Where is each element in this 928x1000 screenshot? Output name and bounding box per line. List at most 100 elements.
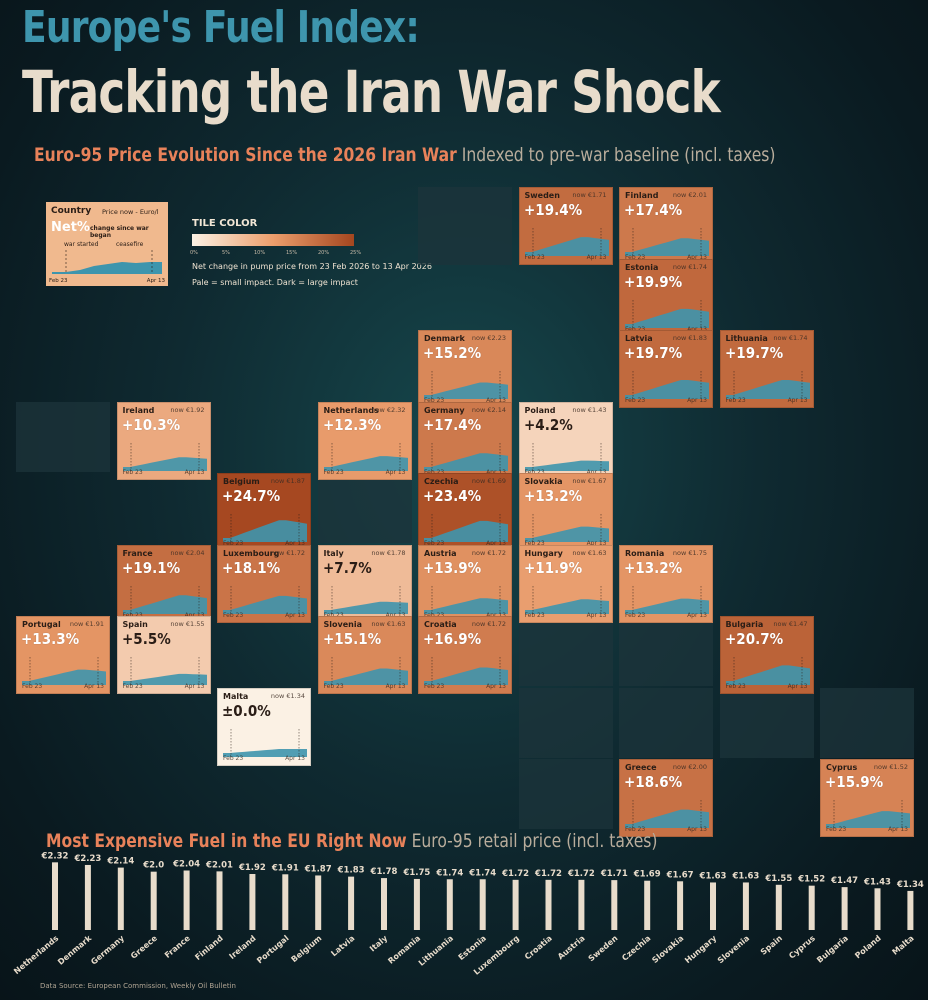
tile-price-now: now €1.63: [572, 548, 607, 557]
country-tile-lithuania: Lithuania now €1.74 +19.7% Feb 23 Apr 13: [719, 330, 814, 408]
tile-price-now: now €1.34: [270, 691, 305, 700]
bottom-title-bold: Most Expensive Fuel in the EU Right Now: [46, 830, 407, 852]
bar-ireland: [249, 874, 256, 930]
tile-sparkline: [323, 442, 408, 471]
country-tile-belgium: Belgium now €1.87 +24.7% Feb 23 Apr 13: [217, 473, 311, 551]
tile-country: Croatia: [424, 620, 457, 629]
bar-portugal: [282, 874, 289, 930]
tile-country: Denmark: [424, 334, 465, 343]
bottom-title: Most Expensive Fuel in the EU Right Now …: [46, 830, 657, 852]
bar-value-label: €1.71: [600, 869, 628, 879]
subtitle-light: Indexed to pre-war baseline (incl. taxes…: [461, 144, 776, 166]
tile-change: +19.4%: [523, 201, 582, 219]
empty-grid-cell: [518, 616, 613, 686]
tile-date-start: Feb 23: [524, 540, 545, 547]
bar-value-label: €2.01: [205, 860, 233, 870]
tile-sparkline: [424, 657, 508, 685]
tile-change: +19.7%: [624, 344, 683, 362]
bar-category-label: France: [163, 933, 192, 960]
tile-date-end: Apr 13: [385, 468, 406, 476]
bar-spain: [775, 884, 782, 930]
tile-sparkline: [122, 442, 207, 471]
bar-value-label: €1.63: [699, 871, 727, 881]
tile-date-start: Feb 23: [323, 468, 344, 476]
tile-country: Latvia: [625, 334, 653, 343]
country-tile-cyprus: Cyprus now €1.52 +15.9% Feb 23 Apr 13: [820, 759, 914, 837]
tile-date-start: Feb 23: [122, 611, 143, 619]
tile-date-end: Apr 13: [385, 611, 406, 619]
tile-country: France: [122, 548, 153, 558]
bar-cyprus: [808, 885, 815, 930]
tile-date-start: Feb 23: [223, 611, 244, 619]
tile-date-start: Feb 23: [424, 397, 445, 404]
tile-date-start: Feb 23: [223, 540, 244, 547]
country-tile-poland: Poland now €1.43 +4.2% Feb 23 Apr 13: [518, 401, 613, 480]
bar-value-label: €2.04: [172, 860, 200, 870]
tile-sparkline: [122, 657, 207, 685]
bar-category-label: Malta: [890, 934, 915, 957]
tile-price-now: now €1.47: [773, 620, 808, 628]
tile-price-now: now €1.63: [371, 620, 406, 628]
tile-sparkline: [323, 585, 408, 614]
bar-poland: [874, 888, 881, 930]
tile-country: Portugal: [22, 620, 61, 629]
tile-country: Ireland: [122, 405, 155, 415]
tile-price-now: now €1.43: [572, 405, 607, 414]
country-tile-spain: Spain now €1.55 +5.5% Feb 23 Apr 13: [116, 616, 211, 694]
tile-change: +15.9%: [825, 773, 884, 791]
tile-country: Czechia: [424, 477, 459, 486]
country-tile-sweden: Sweden now €1.71 +19.4% Feb 23 Apr 13: [518, 187, 613, 265]
bar-czechia: [644, 880, 651, 930]
tile-change: +16.9%: [423, 630, 482, 648]
bar-category-label: Bulgaria: [815, 934, 850, 965]
tile-sparkline: [625, 371, 709, 399]
country-tile-slovenia: Slovenia now €1.63 +15.1% Feb 23 Apr 13: [317, 616, 412, 694]
tile-country: Finland: [625, 191, 659, 200]
empty-grid-cell: [719, 687, 814, 758]
tile-price-now: now €1.72: [471, 620, 506, 628]
tile-price-now: now €1.91: [69, 620, 104, 628]
tile-date-start: Feb 23: [122, 468, 143, 476]
scale-tick: 15%: [286, 250, 298, 256]
source-note: Data Source: European Commission, Weekly…: [40, 982, 236, 990]
tile-date-end: Apr 13: [486, 683, 506, 690]
tile-country: Lithuania: [725, 334, 768, 343]
tile-country: Greece: [625, 763, 657, 772]
bar-value-label: €1.67: [666, 870, 694, 880]
bar-value-label: €1.74: [468, 868, 496, 878]
tile-country: Cyprus: [826, 763, 858, 772]
tile-date-start: Feb 23: [22, 683, 43, 690]
legend-net: Net%: [51, 220, 90, 235]
country-tile-croatia: Croatia now €1.72 +16.9% Feb 23 Apr 13: [418, 616, 512, 694]
tile-change: +17.4%: [624, 201, 683, 219]
tile-date-start: Feb 23: [424, 468, 445, 476]
tile-date-start: Feb 23: [625, 254, 646, 261]
country-tile-austria: Austria now €1.72 +13.9% Feb 23 Apr 13: [418, 544, 512, 623]
tile-date-start: Feb 23: [524, 611, 545, 619]
bar-category-label: Croatia: [523, 934, 554, 962]
subtitle-bold: Euro-95 Price Evolution Since the 2026 I…: [34, 144, 457, 166]
tile-change: +17.4%: [423, 415, 482, 434]
tile-price-now: now €1.72: [471, 548, 506, 557]
bar-category-label: Finland: [193, 933, 225, 962]
tile-date-start: Feb 23: [323, 611, 344, 619]
bar-value-label: €1.72: [534, 869, 562, 879]
country-tile-latvia: Latvia now €1.83 +19.7% Feb 23 Apr 13: [619, 330, 713, 408]
tile-date-end: Apr 13: [486, 397, 506, 404]
country-tile-romania: Romania now €1.75 +13.2% Feb 23 Apr 13: [619, 544, 713, 623]
bar-luxembourg: [512, 879, 519, 930]
legend-date-start: Feb 23: [49, 278, 68, 284]
tile-price-now: now €1.78: [371, 548, 406, 557]
tile-sparkline: [424, 371, 508, 399]
bar-malta: [907, 890, 914, 930]
tile-country: Bulgaria: [725, 620, 764, 629]
tile-date-end: Apr 13: [486, 468, 506, 476]
bar-category-label: Spain: [759, 933, 784, 956]
tile-date-start: Feb 23: [424, 683, 445, 690]
tile-change: +5.5%: [121, 630, 171, 648]
bar-category-label: Hungary: [683, 933, 719, 965]
legend-country: Country: [51, 206, 92, 216]
tile-change: +19.7%: [724, 344, 783, 362]
tile-date-start: Feb 23: [625, 397, 646, 404]
tile-date-end: Apr 13: [285, 540, 305, 547]
